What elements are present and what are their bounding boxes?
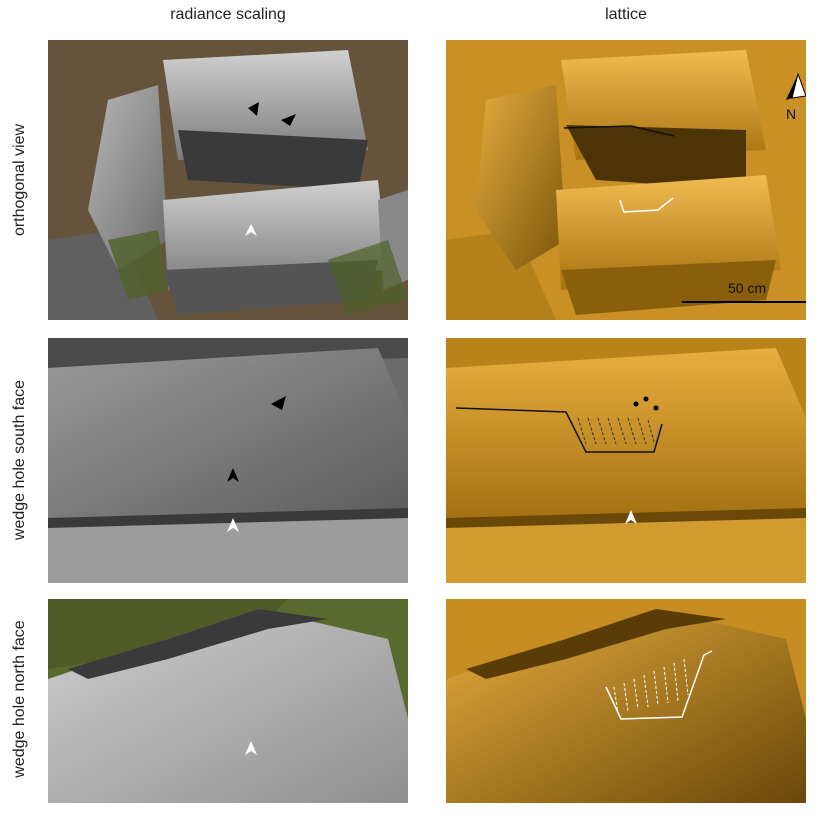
radiance-south-face-image — [48, 338, 408, 583]
panel-lattice-south-face — [446, 338, 806, 583]
lattice-north-face-image — [446, 599, 806, 803]
drill-point-marker — [633, 401, 639, 407]
drill-point-marker — [643, 396, 649, 402]
column-title-lattice: lattice — [605, 6, 647, 23]
drill-point-marker — [653, 405, 659, 411]
dashed-hatching — [613, 658, 689, 714]
north-label: N — [786, 106, 797, 122]
white-arrowhead-marker — [245, 224, 257, 236]
black-arrowhead-marker — [271, 396, 286, 410]
white-arrowhead-marker — [245, 741, 257, 755]
white-arrowhead-marker — [227, 518, 239, 532]
black-arrowhead-marker — [227, 468, 239, 482]
panel-radiance-orthogonal — [48, 40, 408, 320]
dashed-hatching — [577, 417, 655, 445]
black-outline-trace — [563, 125, 675, 137]
row-title-wedge-hole-north-face: wedge hole north face — [11, 620, 28, 778]
white-outline-trace — [619, 197, 674, 213]
north-arrow-icon — [791, 72, 806, 99]
black-arrowhead-marker — [281, 114, 296, 126]
white-arrowhead-marker — [625, 510, 637, 524]
panel-lattice-north-face — [446, 599, 806, 803]
white-outline-trace — [605, 650, 713, 720]
column-title-radiance-scaling: radiance scaling — [170, 6, 286, 23]
row-title-wedge-hole-south-face: wedge hole south face — [11, 379, 28, 541]
panel-lattice-orthogonal: N 50 cm — [446, 40, 806, 320]
row-title-orthogonal-view: orthogonal view — [11, 123, 28, 237]
black-arrowhead-marker — [248, 102, 259, 116]
radiance-north-face-image — [48, 599, 408, 803]
panel-radiance-north-face — [48, 599, 408, 803]
lattice-orthogonal-image — [446, 40, 806, 320]
panel-radiance-south-face — [48, 338, 408, 583]
black-outline-trace — [455, 407, 663, 453]
scale-bar-label: 50 cm — [728, 280, 767, 296]
lattice-south-face-image — [446, 338, 806, 583]
north-arrow-icon — [786, 74, 798, 100]
radiance-orthogonal-image — [48, 40, 408, 320]
